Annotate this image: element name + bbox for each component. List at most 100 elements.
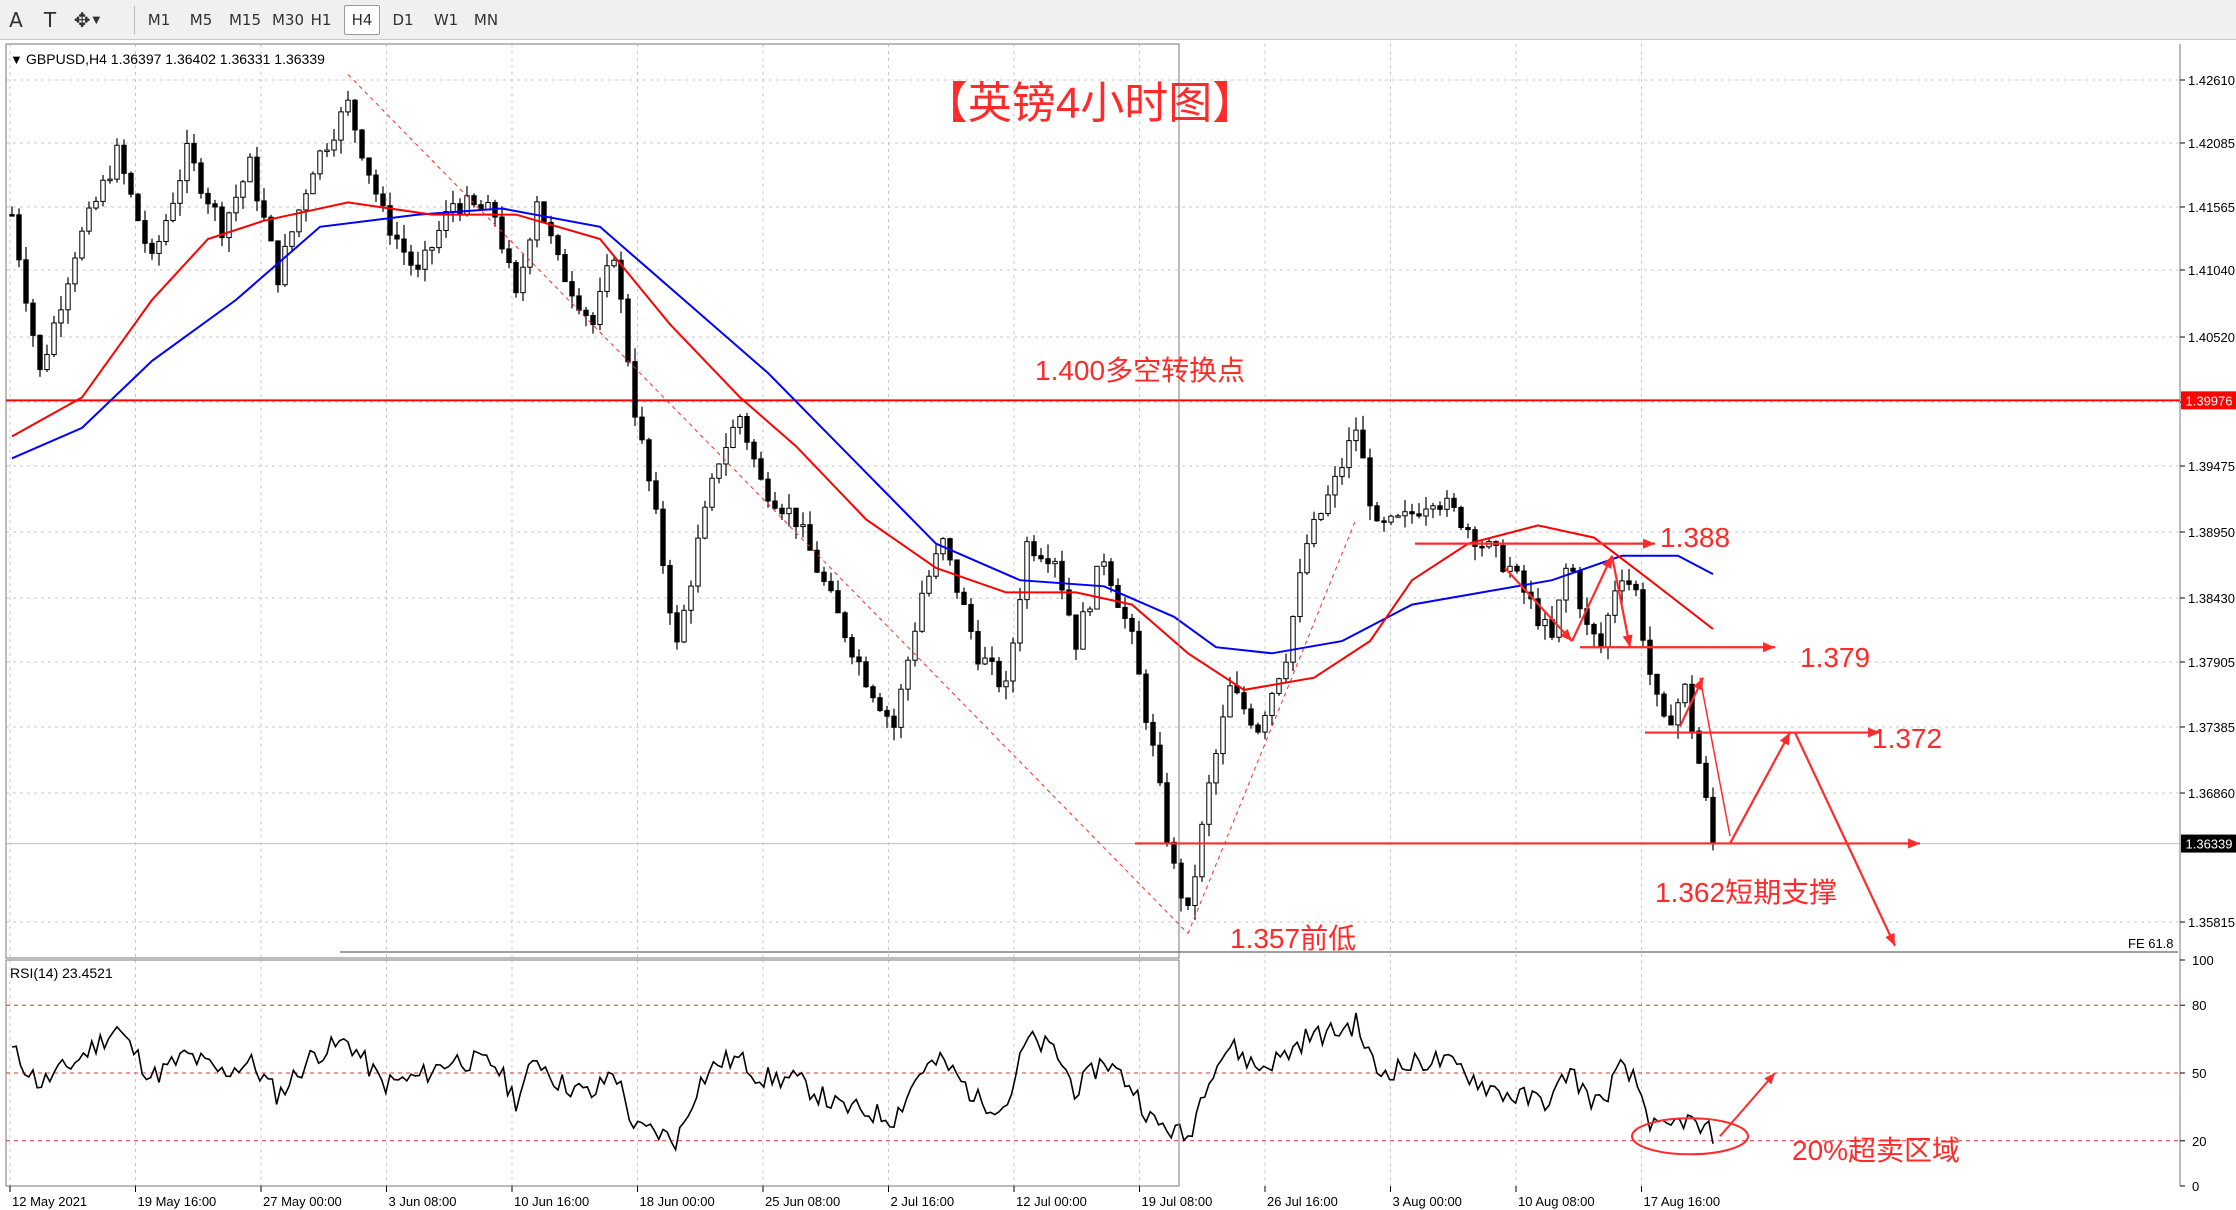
candle-body [1262,714,1268,733]
timeframe-d1[interactable]: D1 [392,11,414,29]
annotation-oversold: 20%超卖区域 [1792,1135,1960,1166]
candle-body [1395,515,1401,518]
time-tick-label: 12 May 2021 [12,1194,87,1209]
candle-body [79,230,85,259]
candle-body [1241,692,1247,710]
candle-body [814,549,820,573]
candle-body [184,142,190,182]
candle-body [58,309,64,324]
candle-body [121,144,127,174]
candle-body [261,200,267,218]
candle-body [618,259,624,300]
price-tick-label: 1.41040 [2188,263,2235,278]
arrows-tool-icon[interactable]: ✥ ▼ [70,5,104,35]
candle-body [1353,429,1359,442]
timeframe-w1[interactable]: W1 [433,11,459,29]
candle-body [779,507,785,515]
text-tool-icon[interactable]: A [9,8,23,32]
candle-body [1227,685,1233,718]
candle-body [576,295,582,311]
projection-line [1699,677,1731,837]
rsi-tick-label: 20 [2192,1134,2206,1149]
candle-body [1542,619,1548,627]
candle-body [142,220,148,244]
arrow-1362-head [1908,838,1920,849]
candle-body [520,266,526,294]
candle-body [1136,630,1142,675]
candle-body [695,537,701,587]
ma-slow-line [11,207,1714,655]
candle-body [716,463,722,479]
candle-body [828,580,834,592]
timeframe-h4[interactable]: H4 [344,5,380,35]
candle-body [1556,599,1562,638]
candle-body [555,235,561,256]
candle-body [527,239,533,268]
candle-body [1059,560,1065,591]
candle-body [1682,683,1688,704]
candle-body [807,524,813,551]
candle-body [338,111,344,141]
annotation-prior-low-1357: 1.357前低 [1230,923,1356,954]
annotation-1388: 1.388 [1660,522,1730,553]
candle-body [191,142,197,164]
candle-body [737,416,743,428]
candle-body [772,500,778,509]
candle-body [240,181,246,198]
arrow-down-target [1794,732,1896,947]
candle-body [863,661,869,688]
arrow-drop-1 [1504,567,1573,642]
candle-body [1304,543,1310,574]
candle-body [1374,505,1380,522]
candle-body [226,212,232,239]
candle-body [877,697,883,712]
candle-body [793,507,799,528]
candle-body [450,203,456,213]
candle-body [1052,560,1058,565]
candle-body [247,156,253,183]
candle-body [1192,876,1198,906]
candle-body [1654,673,1660,695]
chevron-down-icon[interactable]: ▼ [92,14,101,26]
arrows-glyph: ✥ [73,8,91,32]
candle-body [23,259,29,304]
candle-body [331,139,337,151]
chart-area[interactable]: 1.42610 1.42085 1.41565 1.41040 1.40520 1.399… [0,40,2236,1210]
timeframe-m30[interactable]: M30 [271,11,305,29]
candle-body [849,637,855,658]
rsi-header: RSI(14) 23.4521 [10,965,113,981]
timeframe-mn[interactable]: MN [473,11,499,29]
timeframe-m15[interactable]: M15 [228,11,262,29]
candle-body [44,353,50,371]
text-label-tool-icon[interactable]: T [43,8,57,32]
candle-body [1570,567,1576,572]
price-tick-label: 1.41565 [2188,200,2235,215]
toolbar: A T ✥ ▼ M1 M5 M15 M30 H1 H4 D1 W1 MN [0,0,2236,40]
candle-body [667,565,673,614]
candle-body [86,207,92,232]
candle-body [1024,541,1030,601]
price-tick-label: 1.38430 [2188,591,2235,606]
timeframe-h1[interactable]: H1 [310,11,332,29]
candle-body [457,203,463,215]
candle-body [373,174,379,195]
symbol-header: GBPUSD,H4 1.36397 1.36402 1.36331 1.3633… [26,51,325,67]
candle-body [702,506,708,539]
candle-body [541,201,547,223]
candle-body [1248,708,1254,726]
candle-body [219,206,225,239]
candle-body [394,234,400,240]
candle-body [1696,730,1702,764]
candle-body [569,281,575,297]
arrow-drop-2-head [1622,634,1633,648]
candle-body [380,193,386,207]
candle-body [933,553,939,577]
candle-body [730,426,736,448]
candle-body [149,242,155,254]
candle-body [401,238,407,253]
time-tick-label: 17 Aug 16:00 [1644,1194,1721,1209]
chart-menu-icon[interactable]: ▼ [10,52,23,67]
time-tick-label: 12 Jul 00:00 [1016,1194,1087,1209]
timeframe-m1[interactable]: M1 [147,11,171,29]
timeframe-m5[interactable]: M5 [189,11,213,29]
